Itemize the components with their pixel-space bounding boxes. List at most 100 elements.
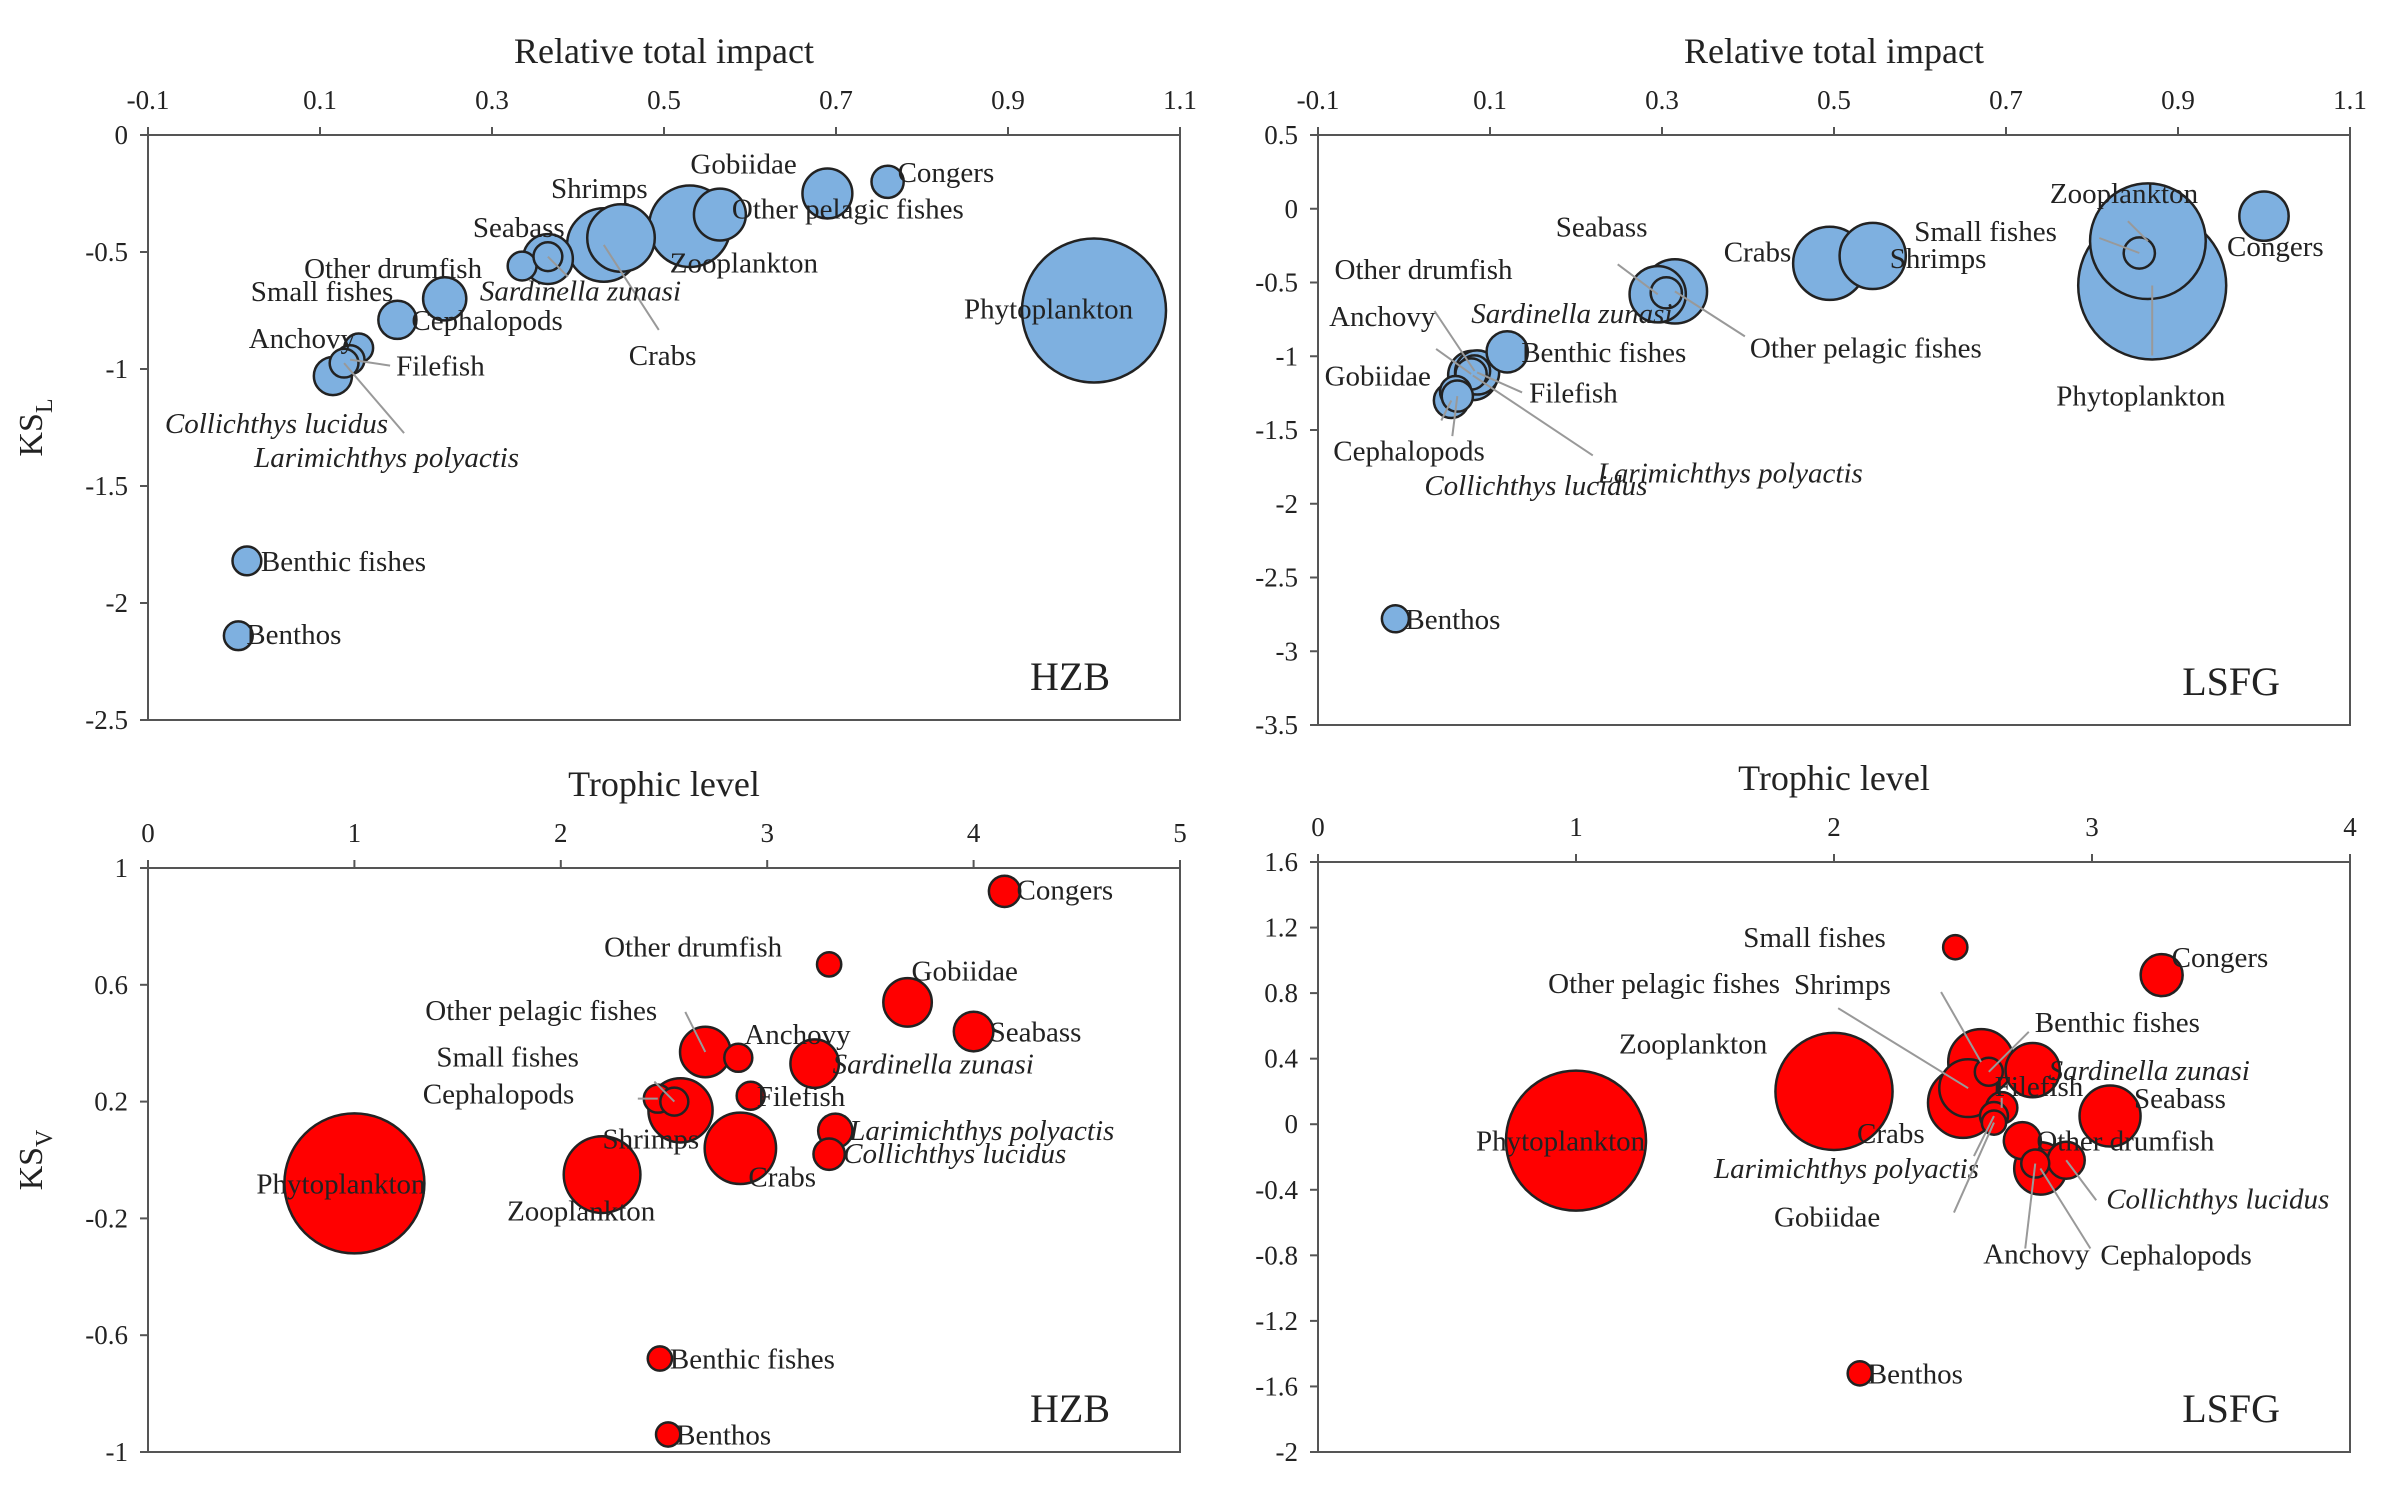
leader-line [602, 244, 660, 331]
x-axis-title: Trophic level [1738, 758, 1930, 798]
x-tick-label: 1.1 [2333, 85, 2367, 115]
point-benthos [1380, 604, 1411, 634]
label-larimichthys-polyactis: Larimichthys polyactis [253, 442, 519, 474]
point-sardinella-zunasi [1649, 275, 1684, 310]
label-sardinella-zunasi: Sardinella zunasi [2049, 1055, 2250, 1087]
x-tick-label: 0.3 [475, 85, 509, 115]
x-tick-label: 3 [2085, 812, 2099, 842]
leader-line [1476, 371, 1523, 394]
region-label: HZB [1030, 1386, 1110, 1431]
leader-line [2039, 1167, 2092, 1250]
label-filefish: Filefish [396, 351, 485, 383]
y-tick-label: -3 [1276, 636, 1299, 666]
label-congers: Congers [898, 157, 995, 189]
point-congers [987, 874, 1022, 909]
point-sardinella-zunasi [789, 1038, 841, 1090]
y-tick-label: 0 [1285, 1109, 1299, 1139]
label-benthos: Benthos [1868, 1358, 1963, 1390]
x-tick-label: 1 [348, 818, 362, 848]
label-phytoplankton: Phytoplankton [964, 294, 1134, 326]
label-small-fishes: Small fishes [1914, 216, 2057, 248]
x-tick-label: 4 [967, 818, 981, 848]
y-axis-title: KSV [13, 1129, 58, 1190]
point-small-fishes [421, 275, 468, 322]
label-shrimps: Shrimps [1794, 969, 1891, 1001]
label-seabass: Seabass [990, 1017, 1082, 1049]
point-zooplankton [1774, 1031, 1894, 1152]
label-other-drumfish: Other drumfish [2036, 1126, 2214, 1158]
label-other-drumfish: Other drumfish [604, 931, 782, 963]
point-gobiidae [882, 976, 934, 1028]
y-tick-label: -3.5 [1255, 710, 1298, 740]
label-congers: Congers [2227, 231, 2324, 263]
chart-panel-4-lsfg: 0 1 2 3 4 1.6 1.2 0.8 0.4 0 -0.4 -0.8 -1.2 -1.6 -2 Trop… [1255, 758, 2357, 1467]
leader-line [1973, 1115, 1995, 1157]
label-benthos: Benthos [676, 1419, 771, 1451]
point-benthic-fishes [646, 1345, 674, 1372]
leader-line [1837, 1007, 1969, 1090]
x-axis-title: Trophic level [568, 764, 760, 804]
label-phytoplankton: Phytoplankton [2056, 380, 2226, 412]
x-tick-label: 0.5 [647, 85, 681, 115]
label-sardinella-zunasi: Sardinella zunasi [1471, 298, 1672, 330]
y-tick-label: 1.6 [1264, 847, 1298, 877]
y-tick-label: -0.6 [85, 1320, 128, 1350]
y-tick-label: -1.2 [1255, 1306, 1298, 1336]
x-tick-label: 0.9 [2161, 85, 2195, 115]
y-tick-label: -1 [106, 1437, 129, 1467]
point-filefish [735, 1080, 766, 1112]
leader-line [2024, 1163, 2037, 1249]
point-cephalopods [377, 299, 418, 341]
point-phytoplankton [1504, 1069, 1648, 1212]
x-tick-label: 5 [1173, 818, 1187, 848]
label-shrimps: Shrimps [551, 173, 648, 205]
label-shrimps: Shrimps [603, 1123, 700, 1155]
leader-line [1674, 290, 1746, 338]
chart-panel-1-hzb: -0.1 0.1 0.3 0.5 0.7 0.9 1.1 0 -0.5 -1 -1.5 -2 -2.5 R… [13, 31, 1197, 735]
point-benthos [1846, 1359, 1874, 1387]
x-tick-label: 1 [1569, 812, 1583, 842]
label-congers: Congers [1017, 874, 1114, 906]
x-tick-label: 0.1 [303, 85, 337, 115]
leader-line [2065, 1159, 2097, 1201]
x-tick-label: 2 [1827, 812, 1841, 842]
point-gobiidae [801, 167, 854, 220]
leader-line [1617, 263, 1659, 296]
label-small-fishes: Small fishes [1743, 922, 1886, 954]
point-crabs [703, 1111, 778, 1186]
label-filefish: Filefish [757, 1081, 846, 1113]
label-gobiidae: Gobiidae [1325, 361, 1431, 393]
leader-line [2098, 237, 2140, 254]
y-tick-label: -0.5 [1255, 268, 1298, 298]
point-benthic-fishes [1485, 329, 1530, 374]
label-other-drumfish: Other drumfish [304, 253, 482, 285]
label-larimichthys-polyactis: Larimichthys polyactis [1597, 457, 1863, 489]
label-benthic-fishes: Benthic fishes [1521, 337, 1686, 369]
label-benthic-fishes: Benthic fishes [261, 546, 426, 578]
y-tick-label: -1.6 [1255, 1371, 1298, 1401]
label-gobiidae: Gobiidae [690, 149, 796, 181]
point-benthos [654, 1421, 682, 1448]
point-shrimps [585, 202, 657, 273]
x-tick-label: 0 [141, 818, 155, 848]
leader-line [1988, 1031, 2030, 1073]
point-benthic-fishes [231, 545, 263, 577]
label-sardinella-zunasi: Sardinella zunasi [833, 1049, 1034, 1081]
x-tick-label: 2 [554, 818, 568, 848]
region-label: HZB [1030, 654, 1110, 699]
label-collichthys-lucidus: Collichthys lucidus [1424, 470, 1647, 502]
label-benthic-fishes: Benthic fishes [2035, 1007, 2200, 1039]
label-other-drumfish: Other drumfish [1335, 254, 1513, 286]
x-tick-label: 0.1 [1473, 85, 1507, 115]
label-cephalopods: Cephalopods [2100, 1239, 2251, 1271]
y-tick-label: -0.2 [85, 1203, 128, 1233]
label-crabs: Crabs [748, 1161, 816, 1193]
y-axis-title: KSL [13, 398, 58, 456]
y-tick-label: 0.6 [94, 970, 128, 1000]
point-congers [870, 164, 905, 200]
point-other-drumfish [815, 950, 843, 978]
y-tick-label: -0.4 [1255, 1175, 1298, 1205]
label-larimichthys-polyactis: Larimichthys polyactis [1713, 1153, 1979, 1185]
label-other-pelagic-fishes: Other pelagic fishes [1548, 968, 1780, 1000]
label-gobiidae: Gobiidae [912, 955, 1018, 987]
